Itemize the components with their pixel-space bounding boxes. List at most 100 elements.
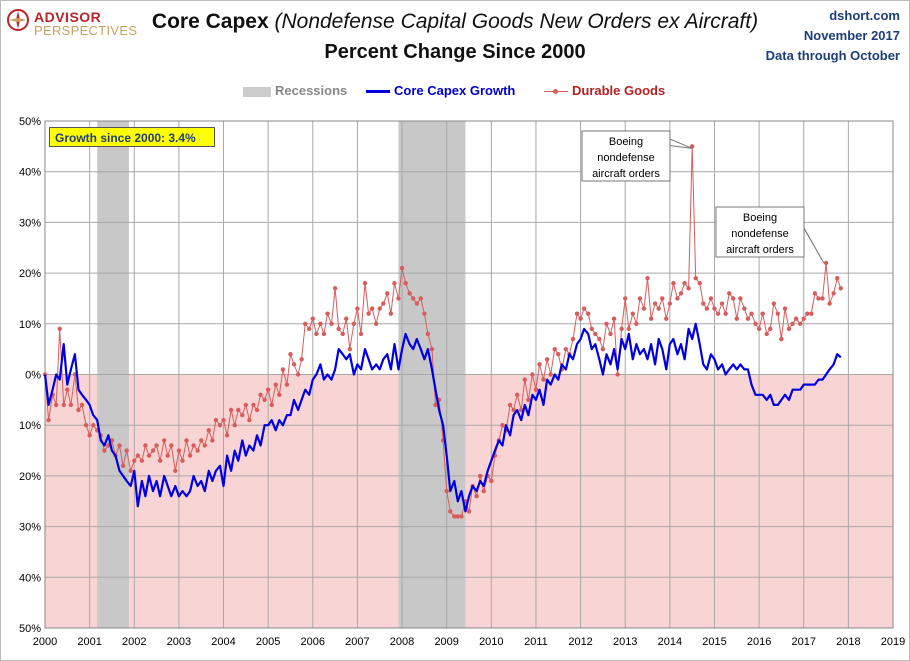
durable-goods-point-187 bbox=[738, 296, 743, 301]
durable-goods-point-81 bbox=[344, 316, 349, 321]
durable-goods-point-190 bbox=[749, 311, 754, 316]
durable-goods-point-169 bbox=[671, 281, 676, 286]
x-tick-label-2018: 2018 bbox=[836, 636, 860, 648]
legend-recessions: Recessions bbox=[243, 83, 347, 98]
durable-goods-point-50 bbox=[228, 407, 234, 413]
logo-line2: PERSPECTIVES bbox=[34, 23, 138, 38]
durable-goods-point-164 bbox=[652, 301, 658, 306]
y-tick-label-1: 40% bbox=[19, 167, 41, 179]
durable-goods-point-153 bbox=[611, 316, 617, 321]
durable-goods-point-69 bbox=[299, 357, 304, 362]
durable-goods-point-102 bbox=[422, 311, 427, 316]
durable-goods-point-180 bbox=[712, 306, 717, 311]
durable-goods-point-178 bbox=[704, 306, 710, 311]
durable-goods-point-72 bbox=[310, 316, 315, 321]
durable-goods-point-100 bbox=[414, 301, 419, 306]
durable-goods-point-22 bbox=[124, 448, 129, 453]
durable-goods-point-85 bbox=[358, 331, 364, 337]
durable-goods-point-84 bbox=[355, 306, 360, 311]
durable-goods-point-111 bbox=[455, 514, 461, 519]
durable-goods-point-108 bbox=[444, 488, 449, 494]
durable-goods-point-132 bbox=[533, 387, 539, 392]
boeing-callout-2-line-2: aircraft orders bbox=[726, 244, 794, 256]
durable-goods-point-30 bbox=[154, 443, 159, 448]
durable-goods-point-42 bbox=[199, 438, 204, 443]
y-tick-label-10: 50% bbox=[19, 623, 41, 635]
durable-goods-point-47 bbox=[217, 423, 223, 428]
boeing-callout-1-box bbox=[581, 130, 671, 182]
durable-goods-point-16 bbox=[102, 448, 107, 453]
durable-goods-point-166 bbox=[660, 296, 665, 301]
durable-goods-point-73 bbox=[314, 331, 319, 337]
durable-goods-point-157 bbox=[626, 326, 631, 332]
durable-goods-point-152 bbox=[608, 331, 613, 337]
durable-goods-point-74 bbox=[318, 321, 323, 326]
durable-goods-point-77 bbox=[329, 321, 334, 326]
axes: 50%40%30%20%10%0%10%20%30%40%50%2000 2001… bbox=[19, 116, 905, 648]
durable-goods-point-1 bbox=[46, 417, 51, 423]
durable-goods-point-9 bbox=[76, 407, 81, 413]
y-tick-label-8: 30% bbox=[19, 522, 41, 534]
durable-goods-point-120 bbox=[489, 478, 494, 484]
negative-zone-fill bbox=[45, 374, 893, 628]
durable-goods-point-65 bbox=[284, 382, 290, 387]
boeing-callout-2-box bbox=[715, 206, 805, 258]
durable-goods-point-28 bbox=[146, 453, 152, 458]
x-tick-label-2010: 2010 bbox=[479, 636, 503, 648]
x-tick-label-2001: 2001 bbox=[77, 636, 101, 648]
durable-goods-point-193 bbox=[760, 311, 765, 316]
boeing-callout-2: Boeing nondefense aircraft orders bbox=[715, 206, 825, 264]
durable-goods-point-161 bbox=[641, 306, 647, 311]
durable-goods-point-202 bbox=[793, 316, 799, 321]
boeing-callout-1-line-0: Boeing bbox=[609, 136, 643, 148]
durable-goods-point-134 bbox=[541, 377, 546, 382]
growth-since-2000-box: Growth since 2000: 3.4% bbox=[49, 127, 215, 147]
durable-goods-point-99 bbox=[411, 296, 416, 301]
durable-goods-point-212 bbox=[831, 291, 836, 296]
durable-goods-point-181 bbox=[715, 311, 721, 316]
durable-goods-point-60 bbox=[265, 387, 271, 392]
durable-goods-point-91 bbox=[381, 301, 386, 306]
durable-goods-point-21 bbox=[120, 463, 126, 468]
durable-goods-point-86 bbox=[362, 281, 368, 286]
durable-goods-point-194 bbox=[764, 331, 769, 337]
durable-goods-point-112 bbox=[459, 514, 464, 519]
durable-goods-point-163 bbox=[648, 316, 654, 321]
durable-goods-point-140 bbox=[563, 346, 569, 352]
core-capex-line bbox=[43, 322, 842, 513]
durable-goods-point-63 bbox=[277, 392, 282, 397]
series-layer bbox=[42, 144, 843, 519]
durable-goods-point-206 bbox=[809, 311, 814, 316]
legend-label-durable: Durable Goods bbox=[572, 83, 666, 98]
durable-goods-point-207 bbox=[812, 291, 818, 296]
durable-goods-point-191 bbox=[753, 321, 758, 326]
durable-goods-point-36 bbox=[176, 448, 182, 453]
durable-goods-point-78 bbox=[332, 286, 338, 291]
durable-goods-point-204 bbox=[801, 316, 806, 321]
durable-goods-point-49 bbox=[224, 433, 230, 438]
durable-goods-point-71 bbox=[307, 326, 312, 332]
durable-goods-point-90 bbox=[377, 306, 382, 311]
durable-goods-point-7 bbox=[68, 402, 74, 408]
compass-icon bbox=[7, 9, 29, 31]
x-tick-label-2009: 2009 bbox=[434, 636, 458, 648]
durable-goods-point-105 bbox=[433, 402, 438, 408]
durable-goods-point-159 bbox=[634, 321, 639, 326]
durable-goods-point-3 bbox=[53, 402, 59, 408]
durable-goods-point-6 bbox=[65, 387, 70, 392]
durable-goods-point-4 bbox=[57, 326, 62, 332]
durable-goods-point-133 bbox=[537, 362, 542, 367]
x-tick-label-2017: 2017 bbox=[791, 636, 815, 648]
annotations-layer: Boeing nondefense aircraft orders Boeing non… bbox=[581, 130, 825, 264]
durable-goods-point-94 bbox=[392, 281, 397, 286]
x-tick-label-2015: 2015 bbox=[702, 636, 726, 648]
durable-goods-point-158 bbox=[630, 311, 635, 316]
durable-goods-point-89 bbox=[373, 321, 379, 326]
durable-goods-point-51 bbox=[232, 423, 237, 428]
durable-goods-point-34 bbox=[169, 443, 174, 448]
durable-goods-point-160 bbox=[637, 296, 643, 301]
durable-goods-point-145 bbox=[581, 306, 587, 311]
durable-goods-point-184 bbox=[727, 291, 732, 296]
durable-goods-point-57 bbox=[254, 407, 260, 413]
durable-goods-point-214 bbox=[838, 286, 843, 291]
